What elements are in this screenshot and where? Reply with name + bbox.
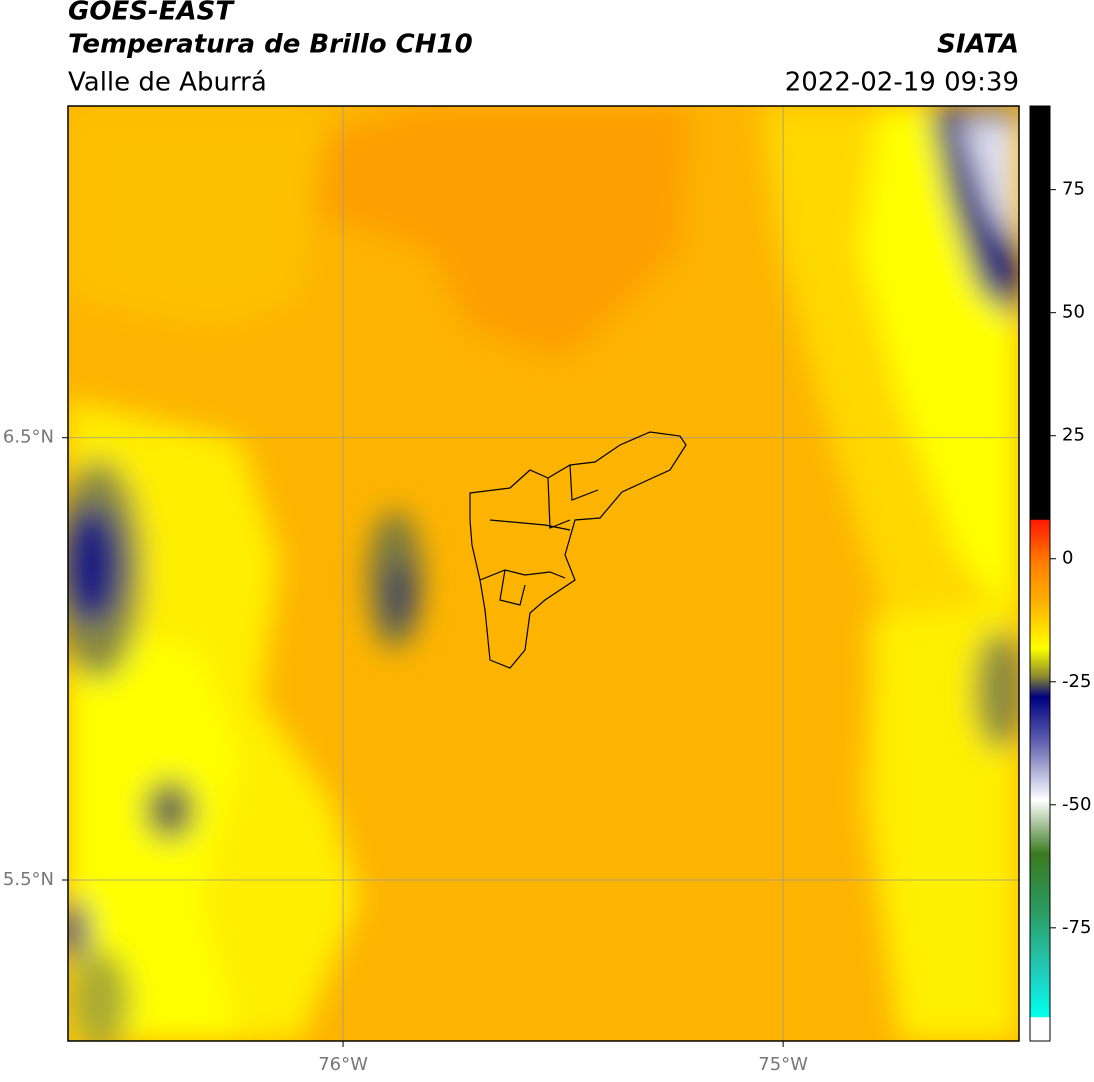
colorbar-tick-label: 0 bbox=[1062, 548, 1073, 569]
colorbar-tick-label: 75 bbox=[1062, 179, 1085, 200]
colorbar bbox=[1029, 105, 1051, 1042]
subtitle: Temperatura de Brillo CH10 bbox=[68, 30, 473, 60]
y-tick-label: 5.5°N bbox=[3, 869, 54, 890]
source: SIATA bbox=[937, 30, 1019, 60]
colorbar-tick-label: 50 bbox=[1062, 302, 1085, 323]
y-tick-label: 6.5°N bbox=[3, 427, 54, 448]
grid bbox=[68, 106, 1019, 1041]
satellite-image bbox=[68, 106, 1019, 1041]
x-tick-label: 75°W bbox=[758, 1054, 808, 1075]
colorbar-tick-label: -25 bbox=[1062, 671, 1091, 692]
region: Valle de Aburrá bbox=[68, 68, 267, 98]
title: GOES-EAST bbox=[68, 0, 235, 27]
map-frame bbox=[67, 105, 1020, 1042]
colorbar-tick-label: -50 bbox=[1062, 794, 1091, 815]
colorbar-tick-label: 25 bbox=[1062, 425, 1085, 446]
x-tick-label: 76°W bbox=[318, 1054, 368, 1075]
colorbar-tick-label: -75 bbox=[1062, 917, 1091, 938]
timestamp: 2022-02-19 09:39 bbox=[785, 68, 1019, 98]
valley-outline bbox=[469, 431, 687, 669]
